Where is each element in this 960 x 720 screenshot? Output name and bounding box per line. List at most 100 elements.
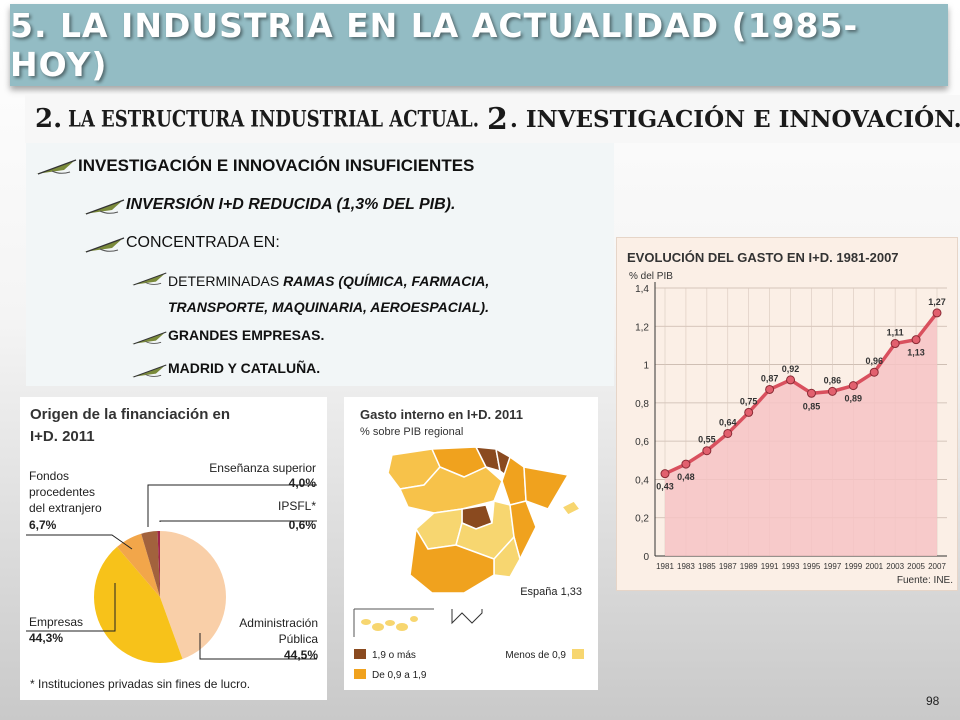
bullet-text: DETERMINADAS RAMAS (QUÍMICA, FARMACIA, T… — [168, 268, 570, 320]
x-tick-label: 1993 — [782, 562, 800, 571]
quill-pen-icon — [84, 237, 125, 253]
data-label: 0,87 — [761, 373, 779, 383]
data-label: 1,11 — [887, 328, 904, 338]
pie-slice — [141, 531, 160, 597]
data-label: 0,55 — [698, 435, 716, 445]
y-tick-label: 1,4 — [635, 284, 649, 295]
pie-label-empresas: Empresas — [29, 615, 83, 629]
spain-map-panel: Gasto interno en I+D. 2011 % sobre PIB r… — [344, 397, 598, 690]
line-chart: EVOLUCIÓN DEL GASTO EN I+D. 1981-2007 % … — [627, 250, 953, 586]
bullet-content-box — [26, 143, 614, 386]
x-tick-label: 1987 — [719, 562, 737, 571]
slide-title-bar: 5. LA INDUSTRIA EN LA ACTUALIDAD (1985-H… — [10, 4, 948, 86]
y-tick-label: 1,2 — [635, 322, 649, 333]
spain-map: Gasto interno en I+D. 2011 % sobre PIB r… — [353, 407, 584, 681]
data-label: 0,64 — [719, 417, 737, 427]
data-label: 0,86 — [824, 375, 842, 385]
data-point — [932, 308, 942, 318]
bullet-text: INVESTIGACIÓN E INNOVACIÓN INSUFICIENTES — [78, 156, 475, 175]
legend-label-mid: De 0,9 a 1,9 — [372, 670, 427, 681]
bullet-text: GRANDES EMPRESAS. — [168, 327, 325, 343]
data-point — [806, 388, 816, 398]
quill-pen-icon — [84, 199, 125, 215]
data-label: 0,85 — [803, 401, 821, 411]
y-tick-label: 0,4 — [635, 475, 649, 486]
data-point — [681, 459, 691, 469]
x-tick-label: 1981 — [656, 562, 674, 571]
subtitle-topic: . INVESTIGACIÓN E INNOVACIÓN. — [509, 105, 960, 133]
x-tick-label: 1995 — [803, 562, 821, 571]
data-label: 0,89 — [845, 394, 863, 404]
canary-frame — [353, 608, 434, 637]
pie-label-fondos-3: del extranjero — [29, 501, 102, 515]
pie-slice — [157, 531, 160, 597]
y-tick-label: 0,2 — [635, 514, 649, 525]
page-number: 98 — [926, 694, 940, 708]
y-tick-label: 1 — [643, 361, 649, 372]
map-region-andalucia — [409, 526, 495, 594]
bullet-level2: CONCENTRADA EN: — [82, 234, 280, 254]
pie-value-fondos: 6,7% — [29, 518, 57, 532]
bullet-level2: INVERSIÓN I+D REDUCIDA (1,3% DEL PIB). — [82, 196, 455, 216]
series-line — [664, 311, 939, 476]
legend-label-high: 1,9 o más — [372, 650, 416, 661]
chart-title: EVOLUCIÓN DEL GASTO EN I+D. 1981-2007 — [627, 250, 899, 265]
pie-slice — [94, 546, 183, 663]
data-point — [702, 446, 712, 456]
bullet-level3: MADRID Y CATALUÑA. — [130, 360, 320, 380]
ceuta-melilla-frame — [451, 609, 483, 625]
y-tick-label: 0 — [643, 552, 649, 563]
pie-chart: Origen de la financiación en I+D. 2011 E… — [26, 406, 319, 691]
y-tick-label: 0,6 — [635, 437, 649, 448]
y-axis-label: % del PIB — [629, 271, 673, 282]
quill-pen-icon — [131, 272, 167, 286]
pie-label-fondos-2: procedentes — [29, 485, 95, 499]
data-point — [911, 335, 921, 345]
data-point — [744, 407, 754, 417]
x-tick-label: 2007 — [928, 562, 946, 571]
quill-pen-icon — [36, 159, 77, 175]
data-point — [723, 428, 733, 438]
legend-swatch-low — [572, 649, 584, 659]
data-point — [827, 386, 837, 396]
pie-slice — [117, 533, 160, 597]
pie-value-ipsfl: 0,6% — [289, 518, 317, 532]
legend-swatch-high — [354, 649, 366, 659]
data-label: 0,96 — [865, 356, 883, 366]
data-point — [660, 469, 670, 479]
bullet-text: CONCENTRADA EN: — [126, 234, 280, 251]
data-point — [765, 384, 775, 394]
pie-label-ipsfl: IPSFL* — [278, 499, 316, 513]
map-subtitle: % sobre PIB regional — [360, 426, 463, 438]
y-tick-label: 0,8 — [635, 399, 649, 410]
subtitle-section: LA ESTRUCTURA INDUSTRIAL ACTUAL. — [68, 105, 479, 133]
pie-label-admin-2: Pública — [279, 632, 319, 646]
map-title: Gasto interno en I+D. 2011 — [360, 407, 523, 422]
data-point — [890, 339, 900, 349]
data-point — [869, 367, 879, 377]
map-region-baleares — [560, 500, 582, 516]
bullet-text: MADRID Y CATALUÑA. — [168, 360, 321, 376]
pie-label-fondos-1: Fondos — [29, 469, 69, 483]
bullet-text-prefix: DETERMINADAS — [168, 273, 284, 289]
data-label: 0,75 — [740, 396, 758, 406]
bullet-text-ramas: RAMAS (QUÍMICA, FARMACIA, TRANSPORTE, MA… — [168, 273, 490, 315]
chart-source: Fuente: INE. — [897, 575, 953, 586]
pie-title-line2: I+D. 2011 — [30, 428, 95, 445]
x-tick-label: 1983 — [677, 562, 695, 571]
bullet-level3: DETERMINADAS RAMAS (QUÍMICA, FARMACIA, T… — [130, 268, 570, 320]
area-fill — [665, 312, 937, 556]
pie-title-line1: Origen de la financiación en — [30, 406, 230, 423]
x-tick-label: 1999 — [844, 562, 862, 571]
pie-value-admin: 44,5% — [284, 648, 318, 662]
pie-label-admin-1: Administración — [239, 616, 318, 630]
quill-pen-icon — [131, 364, 167, 378]
data-label: 1,27 — [928, 297, 946, 307]
x-tick-label: 2001 — [865, 562, 883, 571]
subtitle-number: 2. — [35, 104, 63, 134]
data-label: 1,13 — [907, 348, 925, 358]
slide-title: 5. LA INDUSTRIA EN LA ACTUALIDAD (1985-H… — [10, 6, 859, 84]
map-region-castilla-leon — [398, 466, 503, 514]
map-region-catalonia — [523, 466, 570, 510]
x-tick-label: 1985 — [698, 562, 716, 571]
